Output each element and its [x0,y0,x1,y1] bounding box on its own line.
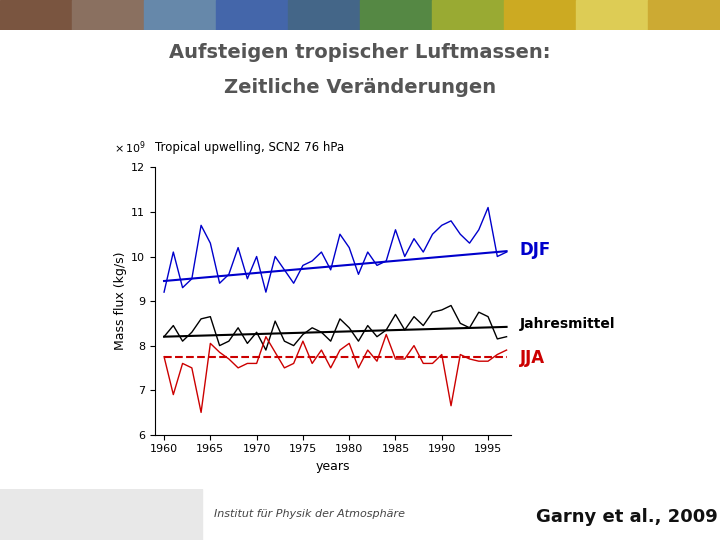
Bar [360,0,432,30]
Text: Jahresmittel: Jahresmittel [520,317,616,331]
Bar [288,0,360,30]
Y-axis label: Mass flux (kg/s): Mass flux (kg/s) [114,252,127,350]
X-axis label: years: years [316,460,350,473]
Bar [0,0,72,30]
Text: Aufsteigen tropischer Luftmassen:: Aufsteigen tropischer Luftmassen: [169,43,551,62]
Text: Institut für Physik der Atmosphäre: Institut für Physik der Atmosphäre [214,509,405,519]
Text: Garny et al., 2009: Garny et al., 2009 [536,508,717,526]
Text: Zeitliche Veränderungen: Zeitliche Veränderungen [224,78,496,97]
Bar [0,489,202,540]
Text: $\times\,10^9$: $\times\,10^9$ [114,139,145,156]
Bar [216,0,288,30]
Bar [72,0,144,30]
Bar [576,0,648,30]
Text: DJF: DJF [520,241,551,259]
Bar [648,0,720,30]
Bar [432,0,504,30]
Text: JJA: JJA [520,349,545,367]
Bar [144,0,216,30]
Text: Tropical upwelling, SCN2 76 hPa: Tropical upwelling, SCN2 76 hPa [155,141,344,154]
Bar [504,0,576,30]
